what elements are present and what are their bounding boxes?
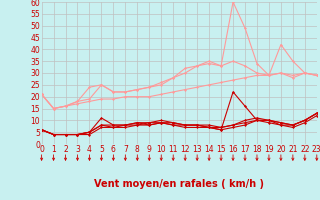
X-axis label: Vent moyen/en rafales ( km/h ): Vent moyen/en rafales ( km/h ) (94, 179, 264, 189)
